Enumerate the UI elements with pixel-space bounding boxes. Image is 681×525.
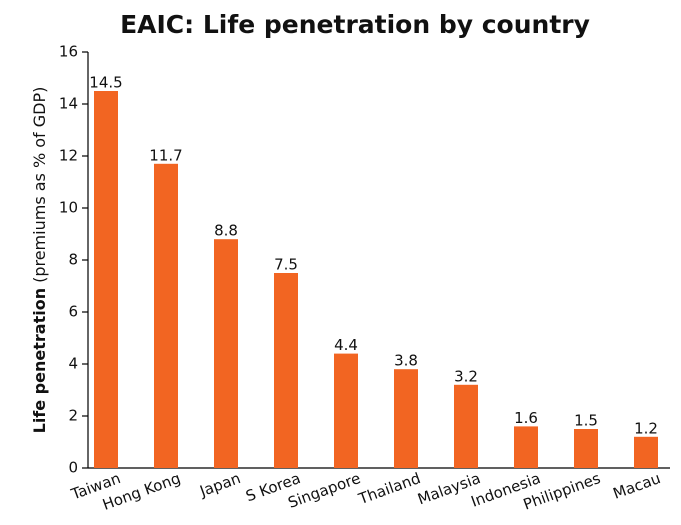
y-axis-label: Life penetration (premiums as % of GDP) xyxy=(30,87,49,434)
bar xyxy=(574,429,598,468)
value-label: 1.6 xyxy=(514,409,538,427)
value-label: 8.8 xyxy=(214,222,238,240)
value-label: 7.5 xyxy=(274,256,298,274)
y-tick-label: 0 xyxy=(68,459,78,477)
bar xyxy=(154,163,178,469)
x-tick-label: Japan xyxy=(196,469,242,501)
y-tick-label: 8 xyxy=(68,251,78,269)
value-label: 3.8 xyxy=(394,352,418,370)
value-label: 1.2 xyxy=(634,419,658,437)
y-tick-label: 12 xyxy=(59,147,78,165)
bar xyxy=(634,436,658,468)
value-label: 14.5 xyxy=(89,74,122,92)
y-axis-label-bold: Life penetration xyxy=(30,288,49,433)
chart-title: EAIC: Life penetration by country xyxy=(120,10,590,39)
x-tick-label: Thailand xyxy=(355,469,423,508)
bar xyxy=(394,369,418,468)
y-tick-label: 14 xyxy=(59,95,78,113)
value-label: 11.7 xyxy=(149,146,182,164)
bar xyxy=(94,91,118,468)
bar xyxy=(214,239,238,468)
bar xyxy=(334,353,358,468)
bar xyxy=(514,426,538,468)
value-label: 4.4 xyxy=(334,336,358,354)
y-tick-label: 16 xyxy=(59,43,78,61)
value-label: 3.2 xyxy=(454,367,478,385)
y-tick-label: 6 xyxy=(68,303,78,321)
bar xyxy=(454,384,478,468)
value-label: 1.5 xyxy=(574,412,598,430)
y-tick-label: 2 xyxy=(68,407,78,425)
y-axis-label-rest: (premiums as % of GDP) xyxy=(30,87,49,283)
y-tick-label: 4 xyxy=(68,355,78,373)
bar xyxy=(274,273,298,468)
y-tick-label: 10 xyxy=(59,199,78,217)
x-tick-label: Macau xyxy=(611,469,663,503)
